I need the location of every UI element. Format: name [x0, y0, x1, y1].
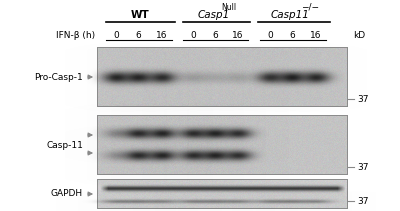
Text: 37: 37 [357, 196, 368, 206]
Text: −/−: −/− [301, 3, 319, 12]
Text: 37: 37 [357, 162, 368, 172]
Text: 16: 16 [232, 31, 244, 39]
Text: Pro-Casp-1: Pro-Casp-1 [34, 73, 83, 81]
Text: kD: kD [353, 31, 365, 39]
Text: 0: 0 [113, 31, 119, 39]
Text: Casp-11: Casp-11 [46, 141, 83, 150]
Text: GAPDH: GAPDH [51, 189, 83, 199]
Text: Casp11: Casp11 [270, 10, 310, 20]
Text: 0: 0 [267, 31, 273, 39]
Text: WT: WT [131, 10, 150, 20]
Text: IFN-β (h): IFN-β (h) [56, 31, 95, 39]
Text: 37: 37 [357, 95, 368, 104]
Text: 0: 0 [190, 31, 196, 39]
Text: 16: 16 [310, 31, 322, 39]
Text: 16: 16 [156, 31, 168, 39]
Text: 6: 6 [289, 31, 295, 39]
Text: 6: 6 [135, 31, 141, 39]
Text: 6: 6 [212, 31, 218, 39]
Text: Null: Null [221, 3, 236, 12]
Text: Casp1: Casp1 [197, 10, 230, 20]
